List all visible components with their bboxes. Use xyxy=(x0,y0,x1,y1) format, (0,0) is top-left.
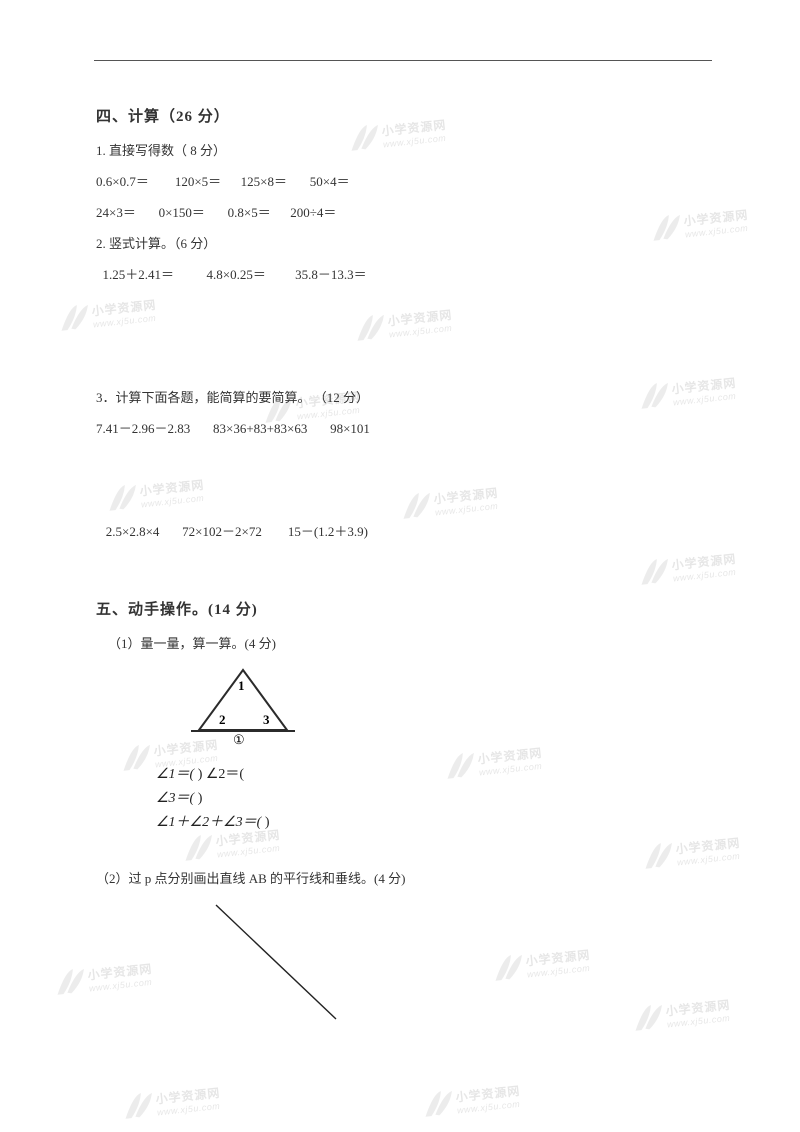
al3b: ) xyxy=(261,815,269,830)
al1b: ) ∠2＝( xyxy=(194,767,244,782)
q4-1-label: 1. 直接写得数（ 8 分） xyxy=(96,140,710,159)
q4-2-label: 2. 竖式计算。（6 分） xyxy=(96,233,710,252)
angle-line-3: ∠1＋∠2＋∠3＝( ) xyxy=(156,811,710,835)
spacer-2 xyxy=(96,449,710,521)
spacer-4 xyxy=(96,834,710,864)
q5-2-label: （2）过 p 点分别画出直线 AB 的平行线和垂线。(4 分) xyxy=(96,868,710,887)
q4-3-label: 3．计算下面各题，能简算的要简算。 （12 分） xyxy=(96,387,710,406)
angle-line-1: ∠1＝( ) ∠2＝( xyxy=(156,763,710,787)
angle-line-2: ∠3＝( ) xyxy=(156,787,710,811)
q4-1-rowB: 24×3＝ 0×150＝ 0.8×5＝ 200÷4＝ xyxy=(96,202,710,221)
al2b: ) xyxy=(194,791,202,806)
q5-1-label: （1）量一量，算一算。(4 分) xyxy=(96,633,710,652)
line-AB-svg xyxy=(206,899,366,1029)
tri-label-3: 3 xyxy=(263,712,270,727)
line-AB xyxy=(216,905,336,1019)
q4-3-rowB: 2.5×2.8×4 72×102－2×72 15－(1.2＋3.9) xyxy=(96,521,710,540)
section-4-title: 四、计算（26 分） xyxy=(96,105,710,126)
al2a: ∠3＝( xyxy=(156,791,194,806)
section-5-title: 五、动手操作。(14 分) xyxy=(96,598,710,619)
top-rule xyxy=(94,60,712,61)
angle-lines: ∠1＝( ) ∠2＝( ∠3＝( ) ∠1＋∠2＋∠3＝( ) xyxy=(156,763,710,834)
spacer-1 xyxy=(96,295,710,383)
tri-label-1: 1 xyxy=(238,678,245,693)
page-root: 四、计算（26 分） 1. 直接写得数（ 8 分） 0.6×0.7＝ 120×5… xyxy=(0,0,800,1132)
spacer-3 xyxy=(96,552,710,598)
triangle-svg: 1 2 3 ① xyxy=(188,666,298,750)
tri-label-circ: ① xyxy=(233,732,245,747)
al1a: ∠1＝( xyxy=(156,767,194,782)
tri-label-2: 2 xyxy=(219,712,226,727)
q4-3-rowA: 7.41－2.96－2.83 83×36+83+83×63 98×101 xyxy=(96,418,710,437)
triangle-figure: 1 2 3 ① xyxy=(188,666,710,755)
al3a: ∠1＋∠2＋∠3＝( xyxy=(156,815,261,830)
q4-1-rowA: 0.6×0.7＝ 120×5＝ 125×8＝ 50×4＝ xyxy=(96,171,710,190)
line-AB-figure xyxy=(206,899,710,1034)
q4-2-row: 1.25＋2.41＝ 4.8×0.25＝ 35.8－13.3＝ xyxy=(96,264,710,283)
